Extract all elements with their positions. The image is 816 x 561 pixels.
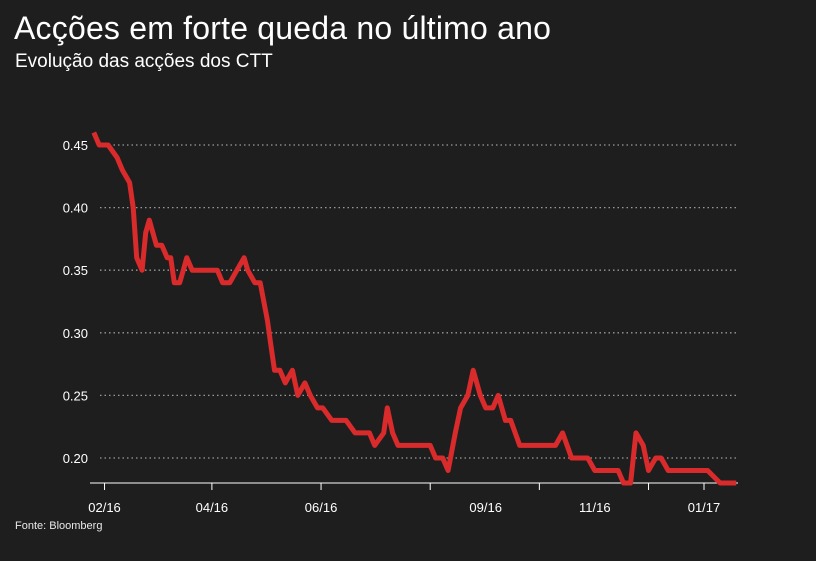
x-tick-label: 06/16 (305, 500, 338, 515)
y-axis: 0.20 0.25 0.30 0.35 0.40 0.45 (63, 138, 88, 466)
y-tick-label: 0.45 (63, 138, 88, 153)
y-tick-label: 0.25 (63, 388, 88, 403)
y-tick-label: 0.30 (63, 326, 88, 341)
x-axis: 02/16 04/16 06/16 09/16 11/16 01/17 (88, 483, 720, 515)
gridlines (100, 144, 738, 459)
y-tick-label: 0.40 (63, 201, 88, 216)
x-tick-label: 02/16 (88, 500, 121, 515)
x-tick-label: 09/16 (469, 500, 502, 515)
chart-subtitle: Evolução das acções dos CTT (15, 51, 273, 72)
chart-title: Acções em forte queda no último ano (14, 10, 552, 46)
series-line (91, 131, 737, 486)
source-note: Fonte: Bloomberg (15, 520, 103, 532)
x-tick-label: 11/16 (579, 500, 611, 515)
y-tick-label: 0.35 (63, 263, 88, 278)
x-tick-label: 04/16 (196, 500, 229, 515)
x-tick-label: 01/17 (688, 500, 721, 515)
y-tick-label: 0.20 (63, 451, 88, 466)
